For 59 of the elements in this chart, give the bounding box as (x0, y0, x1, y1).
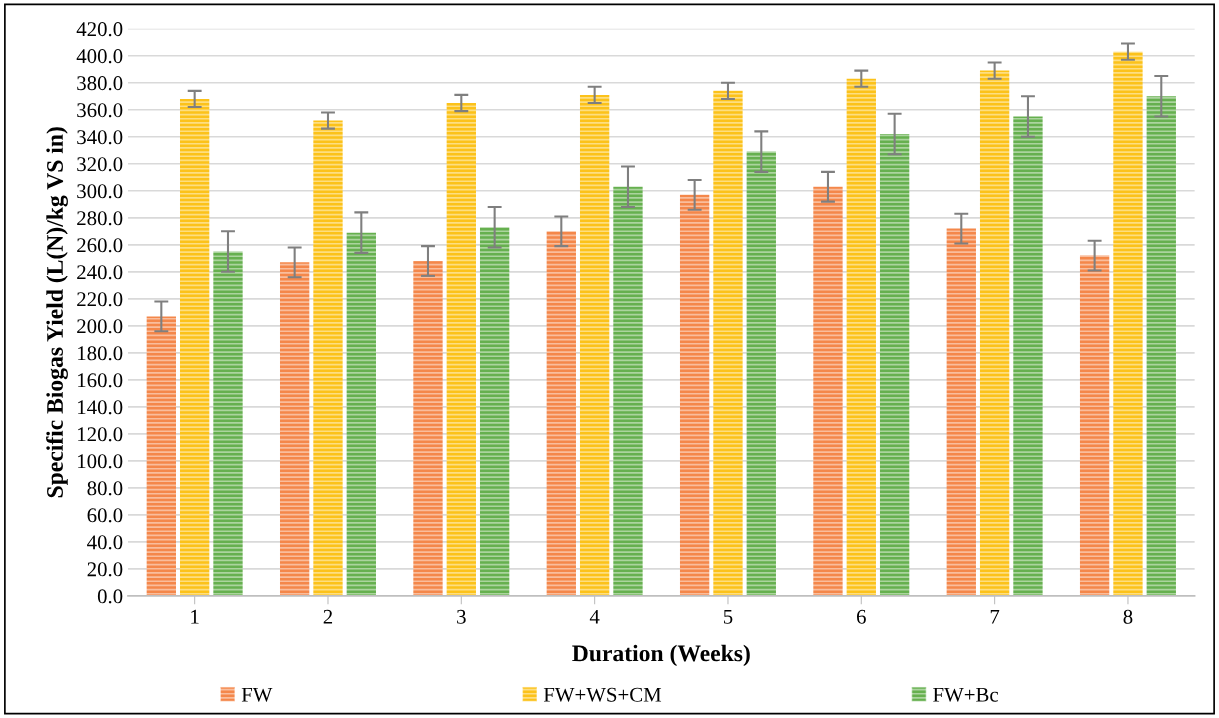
x-tick-label: 6 (856, 609, 866, 624)
bar (846, 78, 876, 596)
bar (446, 103, 476, 596)
y-tick-label: 220.0 (77, 292, 123, 307)
bar (613, 186, 643, 596)
y-tick-label: 280.0 (77, 211, 123, 226)
y-tick-label: 140.0 (78, 400, 123, 415)
bar (479, 227, 510, 596)
bar (1079, 255, 1110, 596)
bar (546, 231, 576, 596)
bar (979, 70, 1010, 596)
bar (579, 94, 610, 596)
y-tick-label: 240.0 (77, 265, 123, 280)
y-tick-label: 160.0 (78, 373, 123, 388)
x-tick-label: 7 (990, 609, 1000, 624)
bar (879, 134, 910, 596)
bar (413, 261, 443, 596)
bar (213, 251, 243, 596)
y-tick-label: 80.0 (87, 481, 123, 496)
y-tick-label: 20.0 (87, 562, 123, 577)
y-tick-label: 100.0 (78, 454, 123, 469)
bar (713, 90, 743, 596)
bar (1146, 96, 1176, 596)
legend-label: FW (241, 687, 273, 702)
y-tick-label: 0.0 (97, 589, 123, 604)
legend-label: FW+Bc (933, 687, 999, 702)
bar (179, 98, 210, 596)
y-tick-label: 360.0 (77, 103, 123, 118)
x-tick-label: 4 (589, 609, 600, 624)
bar (346, 232, 376, 596)
y-tick-label: 40.0 (87, 535, 123, 550)
bar (1013, 116, 1043, 596)
bar (279, 262, 310, 596)
bar (946, 228, 976, 596)
x-tick-label: 8 (1123, 609, 1133, 624)
x-tick-label: 1 (191, 609, 199, 624)
y-tick-label: 320.0 (77, 157, 123, 172)
bar (146, 316, 176, 596)
bar (813, 186, 843, 596)
y-tick-label: 180.0 (78, 346, 123, 361)
y-tick-label: 400.0 (76, 49, 123, 64)
bar (313, 120, 343, 596)
y-tick-label: 420.0 (76, 22, 123, 37)
y-axis-title: Specific Biogas Yield (L(N)/kg VS in) (46, 127, 68, 498)
y-tick-label: 60.0 (87, 508, 123, 523)
x-tick-label: 5 (723, 609, 733, 624)
bar (746, 151, 776, 596)
y-tick-label: 120.0 (78, 427, 123, 442)
bar (679, 194, 710, 596)
y-tick-label: 380.0 (77, 76, 123, 91)
y-tick-label: 200.0 (77, 319, 123, 334)
y-tick-label: 300.0 (77, 184, 123, 199)
x-tick-label: 2 (323, 609, 333, 624)
legend-label: FW+WS+CM (543, 687, 662, 702)
bar (1113, 51, 1143, 596)
x-axis-title: Duration (Weeks) (572, 644, 750, 667)
y-tick-label: 340.0 (77, 130, 123, 145)
x-tick-label: 3 (457, 609, 466, 624)
y-tick-label: 260.0 (77, 238, 123, 253)
